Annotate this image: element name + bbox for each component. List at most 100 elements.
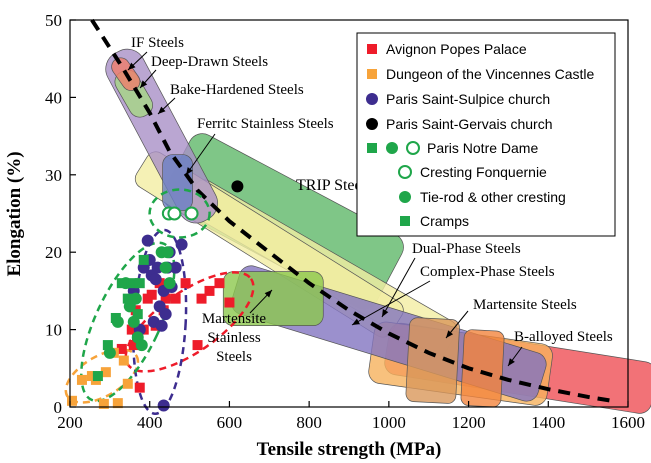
point-avignon-popes-palace-16 [214, 278, 225, 289]
point-paris-saint-sulpice-church-3 [141, 234, 154, 247]
point-cramps-8 [138, 254, 149, 265]
point-dungeon-of-the-vincennes-castle-8 [118, 355, 129, 366]
legend-marker-tierod [399, 191, 411, 203]
legend: Avignon Popes Palace Dungeon of the Vince… [356, 32, 616, 237]
y-tick-label-20: 20 [45, 243, 62, 262]
point-avignon-popes-palace-0 [116, 343, 127, 354]
point-tie-rod-other-cresting-7 [135, 339, 148, 352]
cluster-sulpice [132, 228, 188, 415]
y-tick-label-30: 30 [45, 166, 62, 185]
legend-label-vincennes: Dungeon of the Vincennes Castle [386, 66, 595, 82]
annotation-martensite-stainless-steels-arrowhead [264, 290, 272, 298]
point-avignon-popes-palace-12 [180, 278, 191, 289]
legend-marker-vincennes [367, 69, 377, 79]
axes: 200 400 600 800 1000 1200 1400 1600 0 10 20 30 40 50 [45, 11, 645, 432]
point-dungeon-of-the-vincennes-castle-0 [66, 395, 77, 406]
x-tick-200: 200 [57, 401, 83, 432]
data-cluster-outlines [64, 188, 255, 415]
point-avignon-popes-palace-11 [170, 293, 181, 304]
annotation-martensite-steels-arrowhead [446, 330, 454, 338]
y-tick-label-40: 40 [45, 88, 62, 107]
annotation-dual-phase-steels: Dual-Phase Steels [412, 241, 521, 257]
x-tick-label-1200: 1200 [452, 413, 486, 432]
annotation-bake-hardened-steels: Bake-Hardened Steels [170, 82, 304, 98]
trend-curve-layer [90, 18, 613, 403]
annotation-complex-phase-steels: Complex-Phase Steels [420, 264, 555, 280]
legend-label-sulpice: Paris Saint-Sulpice church [386, 91, 550, 107]
y-tick-30: 30 [45, 166, 76, 185]
point-tie-rod-other-cresting-10 [161, 246, 174, 259]
y-tick-label-50: 50 [45, 11, 62, 30]
x-tick-1000: 1000 [372, 401, 406, 432]
x-tick-400: 400 [137, 401, 163, 432]
point-paris-saint-sulpice-church-18 [153, 300, 166, 313]
legend-marker-sulpice [366, 93, 378, 105]
plot-frame [69, 19, 629, 408]
x-tick-label-800: 800 [296, 413, 322, 432]
x-tick-800: 800 [296, 401, 322, 432]
annotation-b-alloyed-steels: B-alloyed Steels [514, 329, 613, 345]
legend-label-gervais: Paris Saint-Gervais church [386, 116, 553, 132]
x-tick-label-1000: 1000 [372, 413, 406, 432]
point-avignon-popes-palace-3 [134, 382, 145, 393]
x-tick-1600: 1600 [611, 401, 645, 432]
plot-area-border [69, 19, 629, 408]
annotation-if-steels-arrowhead [128, 62, 136, 70]
legend-label-tierod: Tie-rod & other cresting [420, 189, 566, 205]
legend-label-notre-dame: Paris Notre Dame [427, 140, 538, 156]
point-avignon-popes-palace-6 [146, 289, 157, 300]
x-tick-1200: 1200 [452, 401, 486, 432]
annotation-dual-phase-steels-leader [381, 257, 416, 318]
point-avignon-popes-palace-10 [160, 293, 171, 304]
point-cresting-fonquernie-1 [167, 206, 182, 221]
cluster-notre-dame [80, 241, 176, 403]
point-paris-saint-gervais-church-0 [231, 180, 244, 193]
point-cramps-0 [92, 371, 103, 382]
x-axis-title: Tensile strength (MPa) [257, 439, 442, 460]
point-avignon-popes-palace-18 [128, 340, 139, 351]
x-tick-label-1400: 1400 [531, 413, 565, 432]
x-tick-1400: 1400 [531, 401, 565, 432]
point-cresting-fonquernie-2 [184, 206, 199, 221]
annotation-deep-drawn-steels-arrowhead [140, 80, 148, 88]
point-cramps-4 [122, 293, 133, 304]
y-axis-title: Elongation (%) [4, 151, 25, 276]
legend-label-cramps: Cramps [420, 213, 469, 229]
point-tie-rod-other-cresting-11 [163, 277, 176, 290]
annotation-martensite-stainless-line2: Stainless [207, 330, 260, 346]
point-dungeon-of-the-vincennes-castle-4 [98, 398, 109, 409]
y-tick-10: 10 [45, 321, 76, 340]
y-tick-20: 20 [45, 243, 76, 262]
point-tie-rod-other-cresting-9 [159, 261, 172, 274]
point-avignon-popes-palace-13 [192, 340, 203, 351]
annotation-deep-drawn-steels: Deep-Drawn Steels [151, 54, 268, 70]
annotation-martensite-steels: Martensite Steels [473, 297, 577, 313]
annotation-complex-phase-steels-leader [351, 280, 431, 326]
point-avignon-popes-palace-17 [224, 297, 235, 308]
y-tick-0: 0 [54, 398, 76, 417]
point-cramps-5 [128, 278, 139, 289]
annotation-dual-phase-steels-arrowhead [382, 309, 389, 317]
point-paris-saint-sulpice-church-15 [169, 261, 182, 274]
legend-box [356, 32, 616, 237]
steel-grade-annotations: IF Steels Deep-Drawn Steels Bake-Hardened … [127, 35, 613, 367]
point-cramps-3 [116, 278, 127, 289]
x-tick-label-200: 200 [57, 413, 83, 432]
legend-marker-avignon [367, 44, 377, 54]
y-tick-50: 50 [45, 11, 76, 30]
region-overlap-martensite [405, 317, 460, 404]
annotation-ferritic-stainless-steels-leader [185, 133, 216, 176]
point-dungeon-of-the-vincennes-castle-5 [100, 367, 111, 378]
annotation-complex-phase-steels-arrowhead [352, 318, 360, 325]
y-tick-label-10: 10 [45, 321, 62, 340]
legend-marker-gervais [366, 118, 378, 130]
cluster-cresting [148, 188, 211, 239]
region-martensite-stainless-steels [222, 271, 324, 326]
point-paris-saint-sulpice-church-7 [149, 273, 162, 286]
point-avignon-popes-palace-15 [204, 285, 215, 296]
point-cramps-1 [102, 340, 113, 351]
data-points [66, 180, 244, 412]
annotation-if-steels: IF Steels [131, 35, 184, 51]
x-tick-label-400: 400 [137, 413, 163, 432]
